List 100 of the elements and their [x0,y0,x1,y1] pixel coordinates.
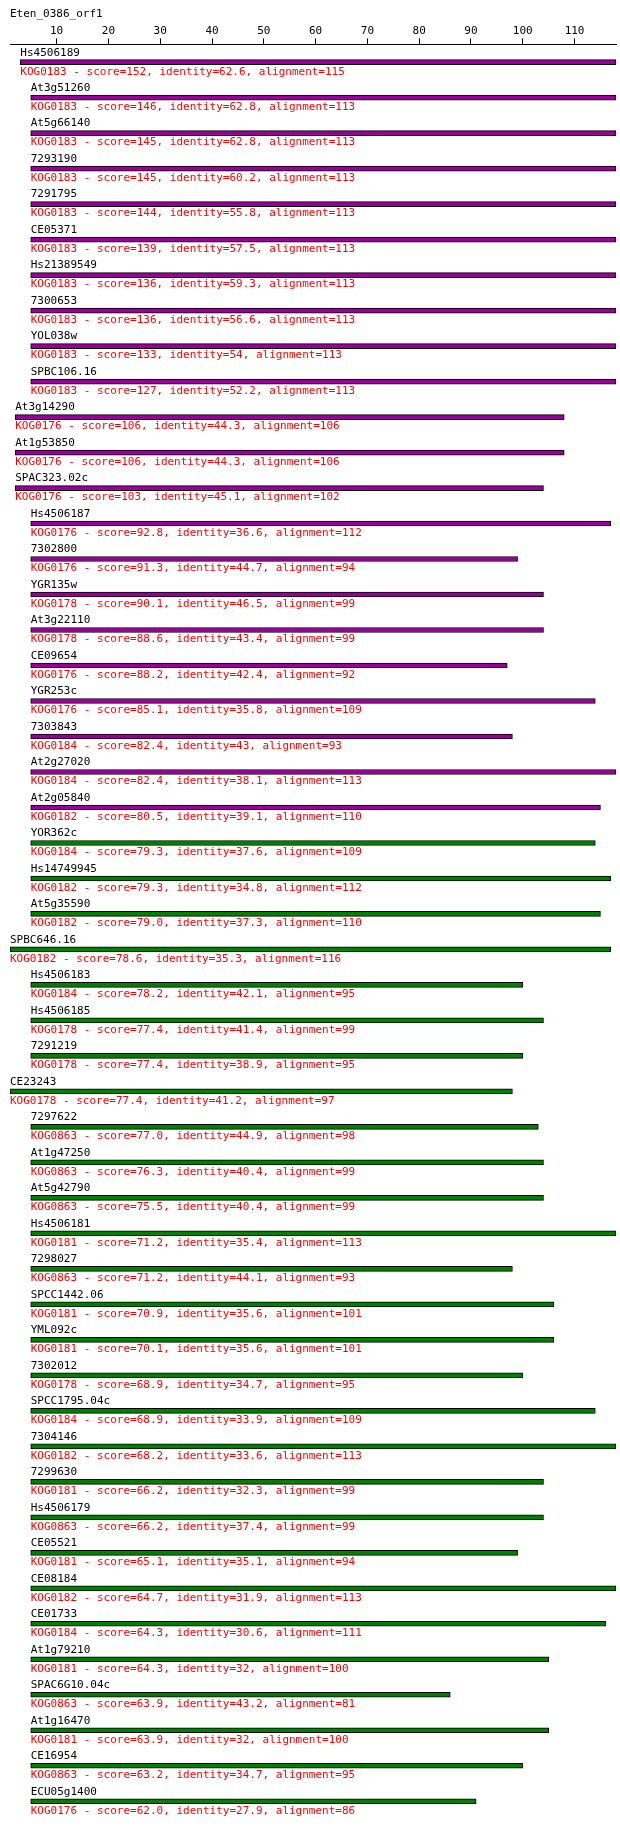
data-label: KOG0182 - score=68.2, identity=33.6, alignment=113 [30,1448,362,1462]
data-label: KOG0183 - score=133, identity=54, alignment=113 [30,348,342,362]
data-label: KOG0183 - score=146, identity=62.8, alignment=113 [30,100,356,113]
y-tick-label: Hs4506187 [30,506,91,520]
y-tick-label: Hs4506181 [30,1216,91,1230]
y-tick-label: SPCC1442.06 [30,1287,104,1301]
y-tick-label: At5g42790 [30,1181,91,1195]
y-tick-label: 7299630 [30,1465,78,1479]
data-label: KOG0184 - score=82.4, identity=43, alignment=93 [30,738,342,752]
x-tick-label: 30 [153,23,167,37]
x-tick-label: 40 [205,23,219,37]
x-tick-label: 100 [512,23,533,37]
y-tick-label: 7291795 [30,187,78,201]
y-tick-label: At1g47250 [30,1145,91,1159]
data-label: KOG0176 - score=106, identity=44.3, alignment=106 [15,454,340,468]
y-tick-label: Hs4506179 [30,1500,91,1514]
y-tick-label: 7303843 [30,719,78,733]
data-label: KOG0863 - score=76.3, identity=40.4, alignment=99 [30,1164,356,1178]
x-tick-label: 80 [412,23,426,37]
y-tick-label: At2g27020 [30,755,91,769]
data-label: KOG0183 - score=152, identity=62.6, alignment=115 [20,64,345,78]
data-label: KOG0181 - score=63.9, identity=32, alignment=100 [30,1732,349,1746]
data-label: KOG0183 - score=144, identity=55.8, alignment=113 [30,206,356,220]
x-tick-label: 70 [360,23,375,37]
y-tick-label: 7291219 [30,1039,78,1053]
data-label: KOG0176 - score=92.8, identity=36.6, alignment=112 [30,525,362,539]
y-tick-label: CE05371 [30,222,78,236]
chart-title: Eten_0386_orf1 [10,7,103,21]
x-tick-label: 110 [564,23,585,37]
data-label: KOG0181 - score=66.2, identity=32.3, alignment=99 [30,1484,356,1498]
data-label: KOG0183 - score=145, identity=62.8, alignment=113 [30,135,356,149]
data-label: KOG0178 - score=90.1, identity=46.5, alignment=99 [30,596,356,610]
data-label: KOG0184 - score=64.3, identity=30.6, alignment=111 [30,1626,362,1640]
y-tick-label: Hs4506185 [30,1003,91,1017]
y-tick-label: CE23243 [10,1074,57,1088]
data-label: KOG0184 - score=79.3, identity=37.6, alignment=109 [30,845,362,859]
data-label: KOG0178 - score=77.4, identity=38.9, alignment=95 [30,1058,356,1072]
y-tick-label: YOL038w [30,329,78,343]
y-tick-label: At1g16470 [30,1713,91,1727]
y-tick-label: At3g14290 [15,400,75,414]
data-label: KOG0178 - score=77.4, identity=41.2, alignment=97 [10,1093,335,1107]
y-tick-label: Hs14749945 [30,861,97,875]
y-tick-label: YGR253c [30,684,78,698]
x-tick-label: 10 [49,23,64,37]
data-label: KOG0176 - score=62.0, identity=27.9, alignment=86 [30,1803,356,1817]
y-tick-label: CE08184 [30,1571,78,1585]
y-tick-label: At2g05840 [30,790,91,804]
data-label: KOG0183 - score=139, identity=57.5, alignment=113 [30,241,356,255]
y-tick-label: Hs4506183 [30,968,91,982]
data-label: KOG0182 - score=78.6, identity=35.3, alignment=116 [10,951,342,965]
y-tick-label: 7300653 [30,293,78,307]
y-tick-label: At3g51260 [30,81,91,94]
data-label: KOG0176 - score=85.1, identity=35.8, alignment=109 [30,703,362,717]
x-tick-label: 60 [308,23,323,37]
data-label: KOG0863 - score=63.2, identity=34.7, alignment=95 [30,1768,356,1782]
data-label: KOG0181 - score=65.1, identity=35.1, alignment=94 [30,1555,356,1569]
data-label: KOG0184 - score=68.9, identity=33.9, alignment=109 [30,1413,362,1427]
y-tick-label: SPAC6G10.04c [30,1678,111,1692]
data-label: KOG0181 - score=70.1, identity=35.6, alignment=101 [30,1342,362,1356]
x-tick-label: 20 [101,23,116,37]
data-label: KOG0863 - score=75.5, identity=40.4, alignment=99 [30,1200,356,1214]
y-tick-label: At5g35590 [30,897,91,911]
data-label: KOG0863 - score=63.9, identity=43.2, alignment=81 [30,1697,356,1711]
data-label: KOG0176 - score=91.3, identity=44.7, alignment=94 [30,561,356,575]
y-tick-label: SPBC646.16 [10,932,77,946]
y-tick-label: SPBC106.16 [30,364,97,378]
y-tick-label: At3g22110 [30,613,91,627]
y-tick-label: YGR135w [30,577,78,591]
y-tick-label: YOR362c [30,826,78,840]
y-tick-label: CE01733 [30,1607,78,1621]
data-label: KOG0863 - score=66.2, identity=37.4, alignment=99 [30,1519,356,1533]
data-label: KOG0176 - score=106, identity=44.3, alignment=106 [15,419,340,433]
y-tick-label: SPAC323.02c [15,471,89,485]
y-tick-label: CE16954 [30,1749,78,1763]
data-label: KOG0184 - score=78.2, identity=42.1, alignment=95 [30,987,356,1001]
data-label: KOG0182 - score=79.3, identity=34.8, alignment=112 [30,880,362,894]
y-tick-label: Hs4506189 [20,45,80,59]
data-label: KOG0178 - score=68.9, identity=34.7, alignment=95 [30,1377,356,1391]
y-tick-label: Hs21389549 [30,258,97,272]
y-tick-label: ECU05g1400 [30,1784,97,1798]
x-tick-label: 50 [257,23,271,37]
x-tick-label: 90 [464,23,478,37]
data-label: KOG0178 - score=77.4, identity=41.4, alignment=99 [30,1022,356,1036]
y-tick-label: 7293190 [30,151,78,165]
y-tick-label: At5g66140 [30,116,91,130]
y-tick-label: CE05521 [30,1536,78,1550]
data-label: KOG0182 - score=79.0, identity=37.3, alignment=110 [30,916,362,930]
y-tick-label: 7304146 [30,1429,78,1443]
y-tick-label: SPCC1795.04c [30,1394,111,1408]
data-label: KOG0181 - score=64.3, identity=32, alignment=100 [30,1661,349,1675]
data-label: KOG0183 - score=145, identity=60.2, alignment=113 [30,170,356,184]
y-tick-label: At1g79210 [30,1642,91,1656]
data-label: KOG0183 - score=136, identity=59.3, alignment=113 [30,277,356,291]
data-label: KOG0184 - score=82.4, identity=38.1, alignment=113 [30,774,362,788]
y-tick-label: 7298027 [30,1252,78,1266]
y-tick-label: 7297622 [30,1110,78,1124]
data-label: KOG0863 - score=71.2, identity=44.1, alignment=93 [30,1271,356,1285]
y-tick-label: 7302800 [30,542,78,556]
y-tick-label: CE09654 [30,648,78,662]
data-label: KOG0181 - score=70.9, identity=35.6, alignment=101 [30,1306,362,1320]
